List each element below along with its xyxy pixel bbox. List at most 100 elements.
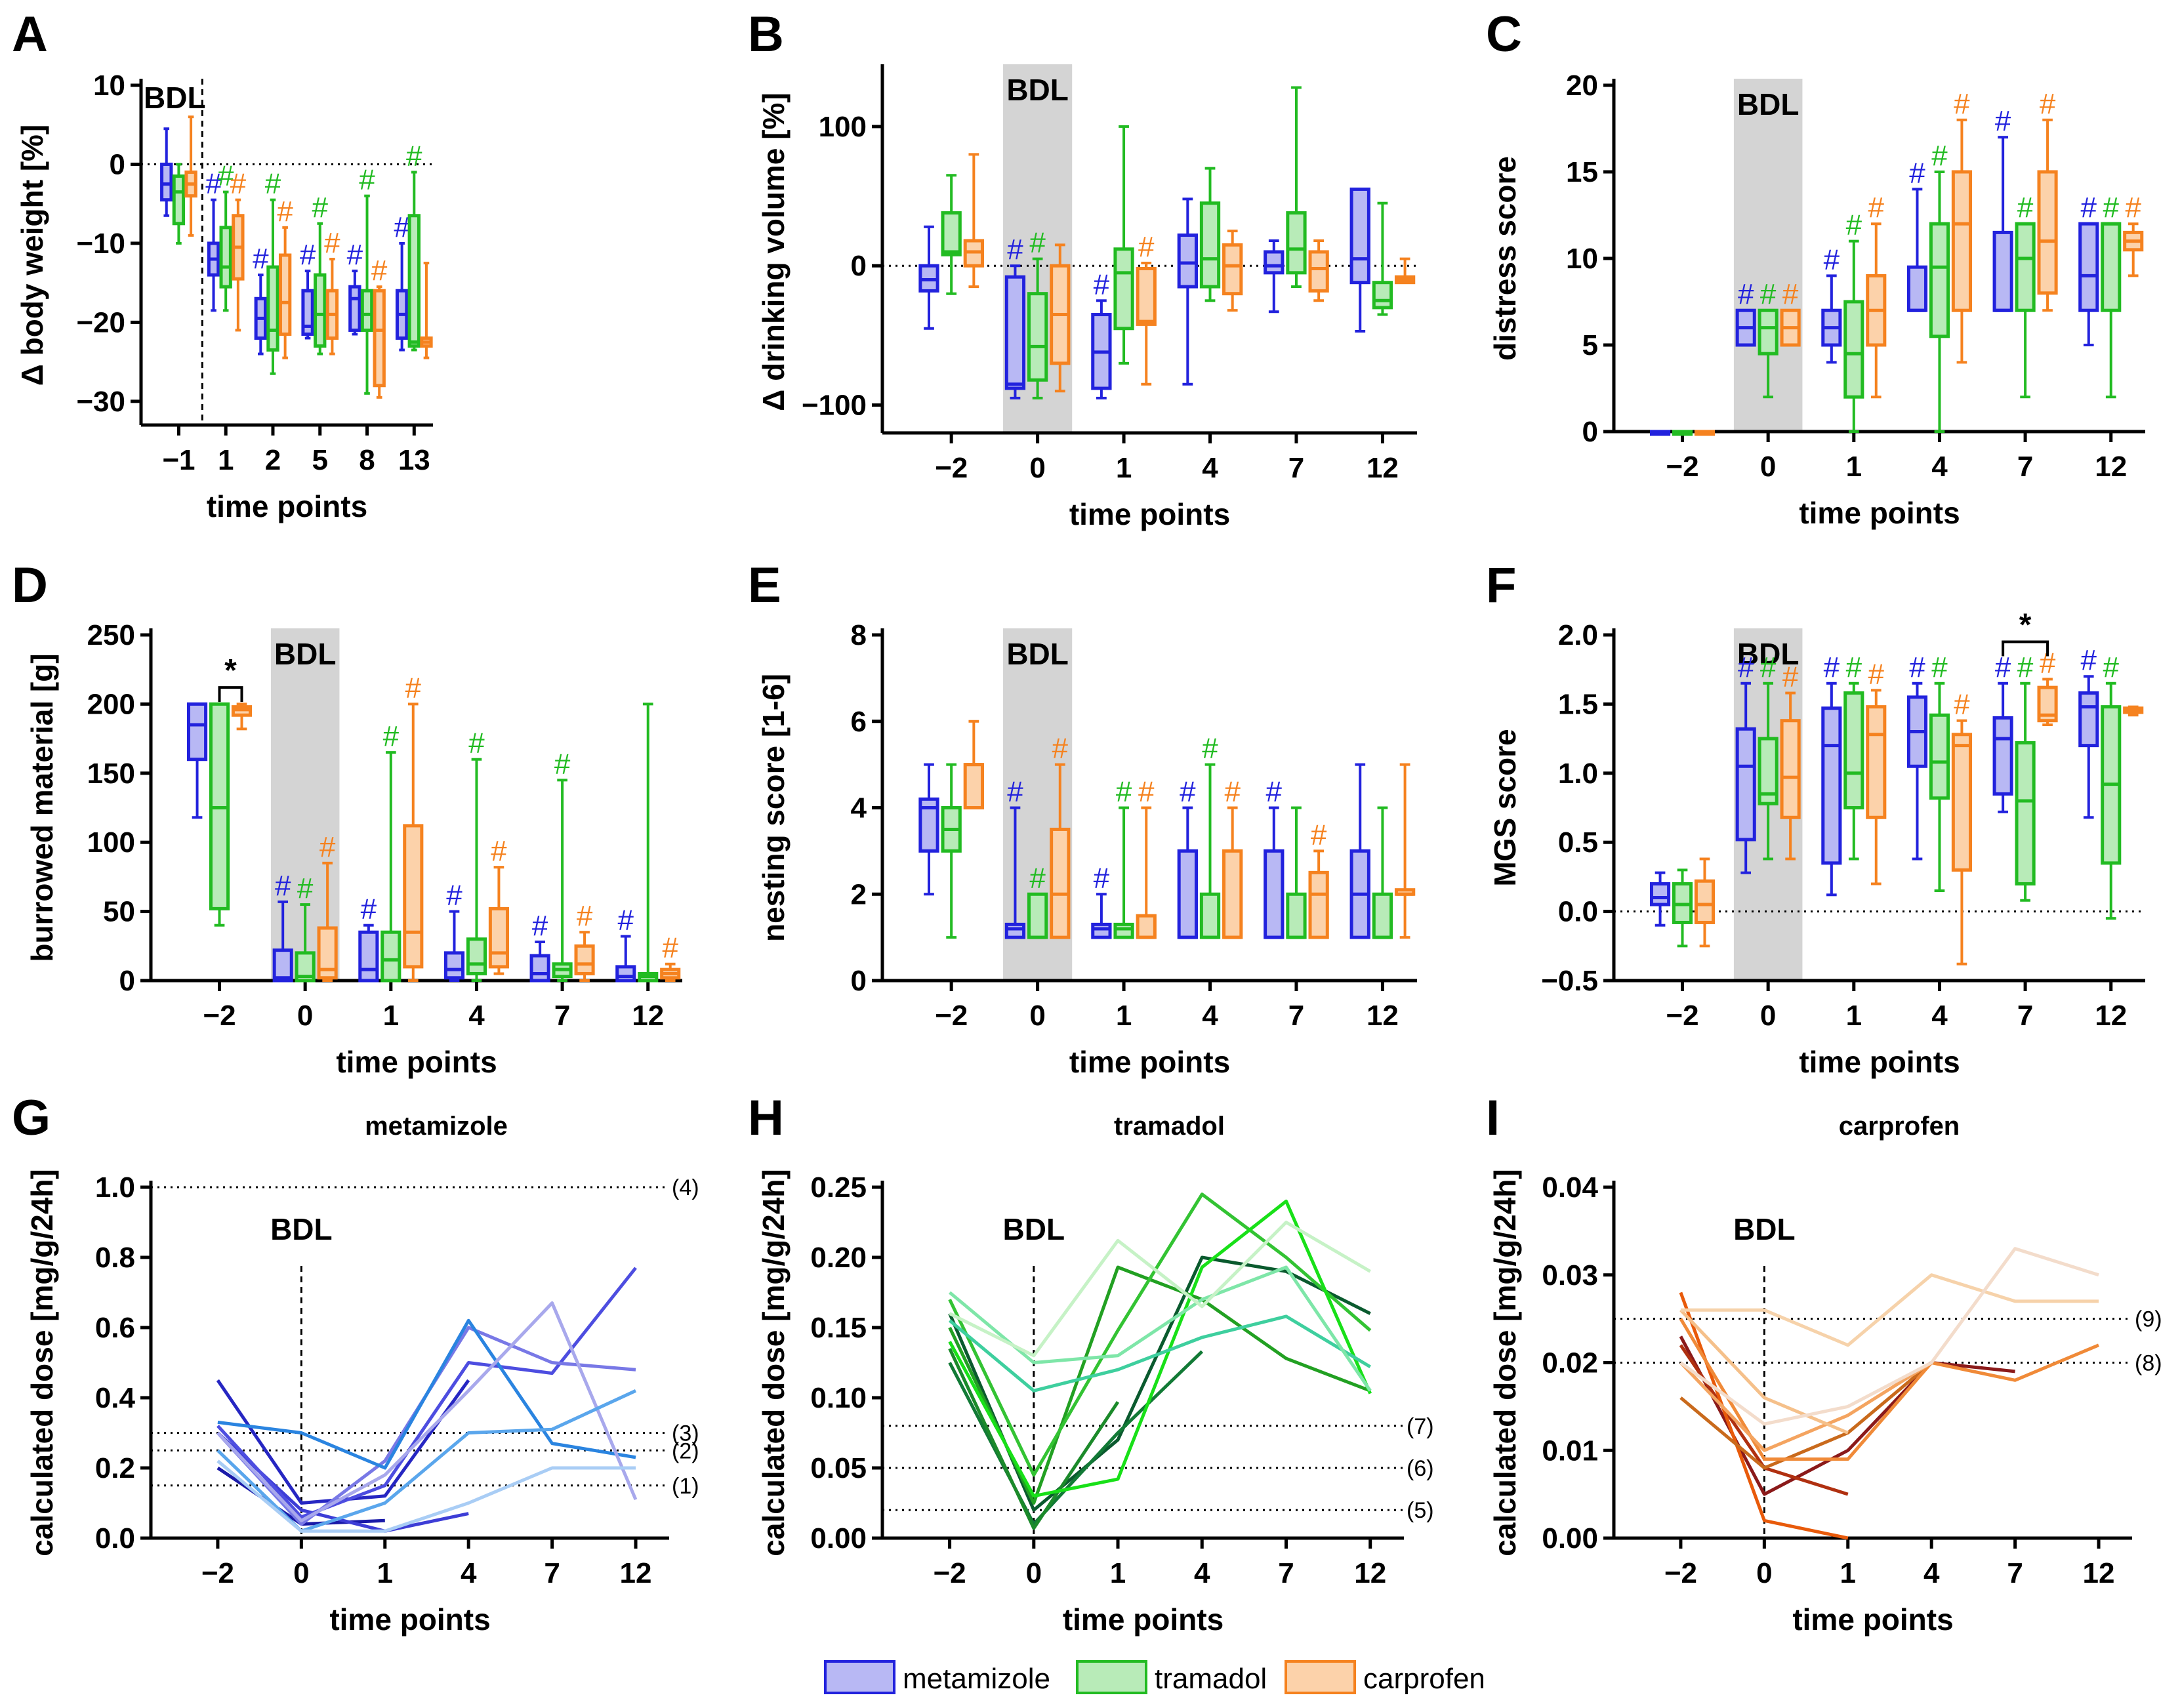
box-iqr (1136, 266, 1157, 326)
y-axis-title: calculated dose [mg/g/24h] (1488, 1169, 1522, 1556)
y-tick-label: 0.8 (95, 1242, 135, 1274)
box-tramadol-0 (172, 163, 186, 245)
panel-i: I 0.00 0.01 0.02 0.03 0.04 −2 0 1 4 7 12 time points… (1486, 1090, 2162, 1637)
y-tick-label: 5 (1582, 329, 1598, 361)
x-tick-label: −2 (1666, 451, 1698, 483)
significance-hash: # (1782, 661, 1799, 693)
series-line-3 (948, 1348, 1120, 1530)
box-carprofen-5 (2123, 705, 2144, 717)
significance-hash: # (1954, 689, 1970, 721)
box-metamizole-4: # (1992, 105, 2013, 312)
x-axis-title: time points (1069, 1045, 1230, 1079)
legend-swatch-tramadol (1076, 1660, 1147, 1694)
y-tick-label: 0.20 (810, 1242, 867, 1274)
panel-title: tramadol (1114, 1112, 1225, 1141)
x-tick-label: −2 (201, 1557, 234, 1589)
box-metamizole-4 (1264, 239, 1285, 314)
y-tick-label: 0 (851, 250, 867, 282)
reference-label: (5) (1407, 1498, 1434, 1523)
x-tick-label: 12 (2095, 1000, 2127, 1032)
box-iqr (1951, 733, 1972, 872)
x-axis-title: time points (1799, 1045, 1960, 1079)
box-iqr (1308, 250, 1329, 293)
box-iqr (1004, 922, 1026, 939)
y-tick-label: 0.15 (810, 1312, 867, 1344)
y-tick-label: 1.0 (95, 1171, 135, 1204)
x-tick-label: 0 (293, 1557, 309, 1589)
box-carprofen-0 (184, 115, 197, 237)
significance-hash: # (275, 870, 291, 902)
y-tick-label: 0.00 (810, 1522, 867, 1555)
bdl-label: BDL (270, 1212, 333, 1246)
panel-g: G 0.0 0.2 0.4 0.6 0.8 1.0 −2 0 1 4 7 12 time points ca… (12, 1090, 699, 1637)
bdl-label: BDL (144, 81, 206, 115)
box-tramadol-4 (1286, 806, 1307, 939)
box-tramadol-2 (1113, 125, 1134, 365)
reference-label: (8) (2135, 1351, 2162, 1376)
panel-c: C BDL 0 5 10 15 20 −2 0 1 4 7 12 time points distress … (1486, 7, 2145, 530)
x-tick-label: 0 (1756, 1557, 1772, 1589)
x-tick-label: 1 (218, 444, 234, 476)
significance-hash: # (383, 720, 400, 752)
series-line-4 (948, 1265, 1371, 1505)
series-line-6 (1679, 1361, 1933, 1452)
y-axis-title: calculated dose [mg/g/24h] (756, 1169, 791, 1556)
box-iqr (2015, 741, 2036, 885)
x-tick-label: 4 (461, 1557, 477, 1589)
significance-hash: # (446, 880, 463, 912)
box-metamizole-2: # (1091, 862, 1112, 939)
significance-hash: # (1995, 105, 2011, 137)
box-iqr (443, 951, 465, 980)
box-tramadol-1: # (295, 872, 316, 983)
box-tramadol-2: # (1113, 776, 1134, 939)
y-tick-label: 0.00 (1542, 1522, 1598, 1555)
box-iqr (488, 906, 509, 969)
box-tramadol-5: # (2101, 192, 2122, 399)
x-tick-label: 0 (1029, 452, 1045, 484)
box-iqr (407, 214, 421, 348)
significance-hash: # (1782, 278, 1799, 310)
box-metamizole-5: # (394, 211, 410, 352)
panel-f: F BDL −0.5 0.0 0.5 1.0 1.5 2.0 −2 0 1 4 7 12 time poin… (1486, 558, 2145, 1079)
box-iqr (1286, 892, 1307, 939)
y-tick-label: 15 (1566, 156, 1598, 188)
box-iqr (1843, 691, 1864, 810)
significance-star: * (224, 653, 237, 688)
legend-label-tramadol: tramadol (1155, 1663, 1267, 1695)
x-tick-label: 7 (544, 1557, 560, 1589)
box-metamizole-0 (1649, 430, 1671, 436)
box-iqr (1758, 308, 1779, 356)
box-carprofen-3: # (488, 835, 509, 975)
significance-hash: # (491, 835, 507, 867)
x-tick-label: 12 (1354, 1557, 1386, 1589)
box-iqr (301, 289, 314, 336)
reference-label: (9) (2135, 1307, 2162, 1332)
box-iqr (403, 824, 424, 969)
significance-hash: # (1180, 776, 1196, 808)
y-tick-label: 0 (851, 965, 867, 997)
panel-title: metamizole (365, 1112, 508, 1141)
box-metamizole-4: # (1264, 776, 1285, 939)
significance-hash: # (253, 243, 269, 275)
box-metamizole-5: # (2078, 192, 2099, 346)
y-tick-label: 6 (851, 706, 867, 738)
box-carprofen-3: # (1951, 689, 1972, 966)
box-tramadol-4: # (2015, 651, 2036, 902)
box-metamizole-3: # (1177, 776, 1198, 939)
box-iqr (2078, 691, 2099, 748)
box-tramadol-0 (941, 174, 962, 295)
panel-letter: A (12, 7, 48, 62)
box-tramadol-0 (1672, 430, 1693, 436)
y-tick-label: 2 (851, 878, 867, 910)
box-tramadol-1: # (218, 160, 234, 312)
panel-e: E BDL 0 2 4 6 8 −2 0 1 4 7 12 time points nesting scor… (748, 558, 1417, 1079)
box-iqr (1308, 870, 1329, 939)
box-carprofen-5: # (2123, 192, 2144, 277)
legend: metamizole tramadol carprofen (824, 1660, 1485, 1695)
significance-hash: # (1846, 209, 1862, 241)
box-iqr (172, 174, 186, 226)
box-iqr (358, 930, 379, 983)
significance-hash: # (1029, 862, 1046, 894)
box-iqr (1372, 892, 1393, 939)
y-tick-label: 0.02 (1542, 1347, 1598, 1379)
